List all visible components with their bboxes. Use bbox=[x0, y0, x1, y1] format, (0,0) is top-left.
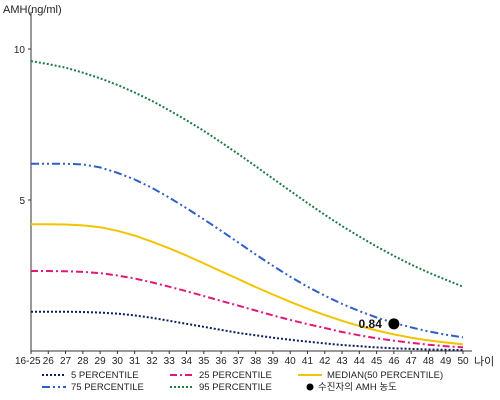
x-tick-label: 49 bbox=[440, 356, 452, 367]
x-tick-label: 44 bbox=[354, 356, 366, 367]
legend-marker-swatch bbox=[306, 383, 314, 391]
patient-value-point bbox=[388, 318, 400, 330]
x-tick-label: 31 bbox=[129, 356, 141, 367]
x-tick-label: 27 bbox=[60, 356, 72, 367]
x-tick-label: 28 bbox=[77, 356, 89, 367]
x-tick-label: 45 bbox=[371, 356, 383, 367]
x-tick-label: 37 bbox=[233, 356, 245, 367]
series-line-95-percentile bbox=[30, 60, 464, 288]
x-tick-label: 36 bbox=[216, 356, 228, 367]
legend-label: MEDIAN(50 PERCENTILE) bbox=[327, 370, 443, 381]
x-tick-label: 29 bbox=[95, 356, 107, 367]
series-line-25-percentile bbox=[31, 270, 464, 349]
x-axis-label: 나이 bbox=[474, 355, 494, 368]
x-tick-label: 38 bbox=[250, 356, 262, 367]
series-lines bbox=[30, 60, 464, 352]
y-tick-label: 10 bbox=[14, 45, 26, 56]
x-tick-label: 34 bbox=[181, 356, 193, 367]
x-tick-label: 30 bbox=[112, 356, 124, 367]
y-tick-label: 5 bbox=[19, 196, 25, 207]
legend-label: 95 PERCENTILE bbox=[199, 382, 272, 393]
x-tick-label: 47 bbox=[406, 356, 418, 367]
x-tick-label: 33 bbox=[164, 356, 176, 367]
series-line-5-percentile bbox=[31, 310, 464, 352]
x-tick-label: 48 bbox=[423, 356, 435, 367]
x-tick-label: 40 bbox=[285, 356, 297, 367]
x-tick-label: 46 bbox=[388, 356, 400, 367]
series-line-75-percentile bbox=[31, 162, 464, 339]
x-tick-label: 41 bbox=[302, 356, 314, 367]
legend-label: 5 PERCENTILE bbox=[71, 370, 139, 381]
patient-marker-group: 0.84 bbox=[359, 317, 400, 331]
patient-value-label: 0.84 bbox=[359, 317, 383, 331]
x-tick-label: 50 bbox=[457, 356, 469, 367]
x-tick-label: 16-25 bbox=[15, 356, 41, 367]
y-axis-label: AMH(ng/ml) bbox=[3, 4, 62, 16]
legend-marker-label: 수진자의 AMH 농도 bbox=[318, 382, 397, 393]
legend: 5 PERCENTILE 25 PERCENTILE MEDIAN(50 PERCE… bbox=[42, 370, 443, 393]
chart-axes: AMH(ng/ml) 5 10 16-25 26 27 28 29 30 31 32 33 34 35 36… bbox=[3, 4, 494, 368]
x-tick-label: 43 bbox=[336, 356, 348, 367]
x-tick-label: 35 bbox=[198, 356, 210, 367]
legend-label: 25 PERCENTILE bbox=[199, 370, 272, 381]
legend-label: 75 PERCENTILE bbox=[71, 382, 144, 393]
x-tick-label: 32 bbox=[146, 356, 158, 367]
x-tick-label: 42 bbox=[319, 356, 331, 367]
x-tick-label: 26 bbox=[43, 356, 55, 367]
series-line-median-50-percentile bbox=[31, 223, 464, 346]
x-tick-label: 39 bbox=[267, 356, 279, 367]
